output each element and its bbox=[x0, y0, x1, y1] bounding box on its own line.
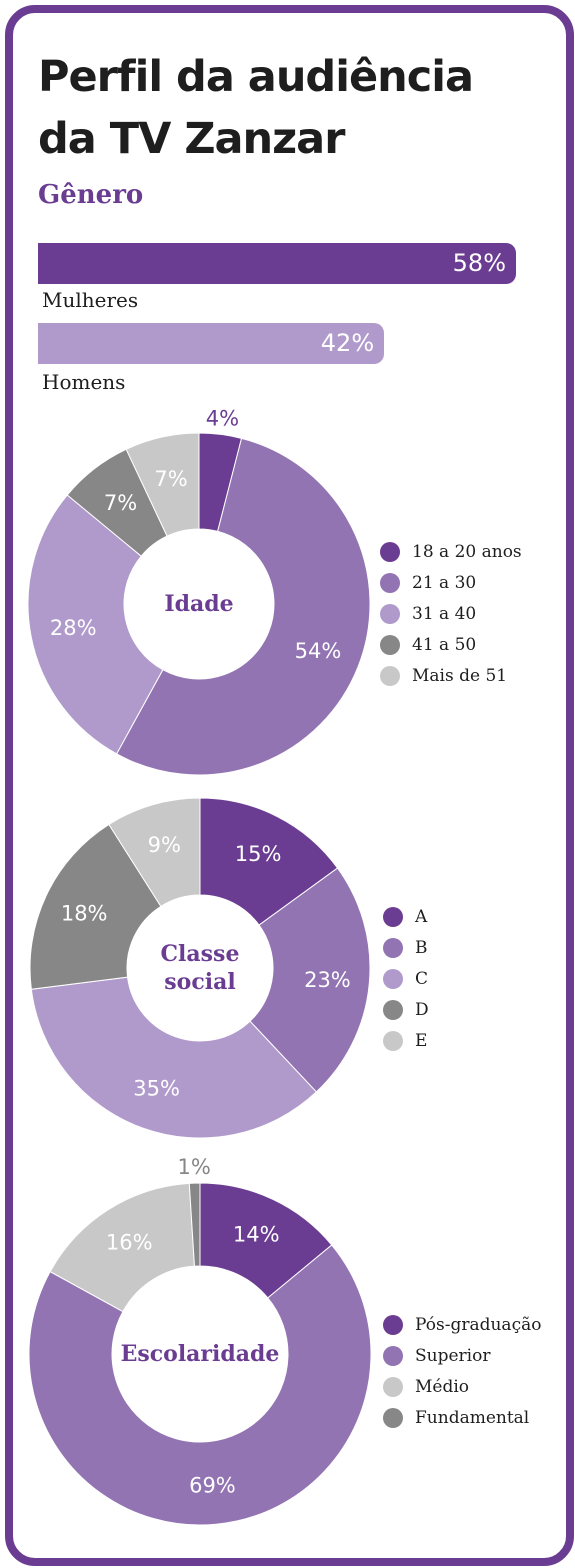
classe-social-slice-c bbox=[30, 976, 318, 1139]
idade-value-label: 7% bbox=[104, 491, 137, 515]
legend-label: Pós-graduação bbox=[415, 1315, 542, 1335]
escolaridade-value-label: 14% bbox=[233, 1223, 280, 1247]
legend-swatch bbox=[383, 969, 403, 989]
classe-social-slice-e bbox=[108, 797, 201, 908]
classe-social-center-title: Classe bbox=[161, 941, 240, 967]
legend-swatch bbox=[383, 907, 403, 927]
legend-swatch bbox=[383, 1377, 403, 1397]
legend-swatch bbox=[383, 1315, 403, 1335]
legend-label: Fundamental bbox=[415, 1408, 530, 1428]
legend-label: C bbox=[415, 969, 429, 989]
age-donut-chart: 4% 54% 28% 7% 7% Idade bbox=[27, 406, 371, 776]
legend-swatch bbox=[380, 604, 400, 624]
idade-center-title: Idade bbox=[164, 591, 233, 617]
idade-value-label: 54% bbox=[295, 639, 342, 663]
legend-swatch bbox=[383, 938, 403, 958]
legend-swatch bbox=[383, 1408, 403, 1428]
legend-swatch bbox=[383, 1346, 403, 1366]
classe-social-slice-d bbox=[29, 823, 162, 990]
bar-women-label: Mulheres bbox=[42, 288, 139, 312]
idade-value-label: 4% bbox=[206, 406, 239, 430]
legend-swatch bbox=[380, 635, 400, 655]
page-title: Perfil da audiência da TV Zanzar bbox=[38, 46, 474, 170]
escolaridade-value-label: 16% bbox=[106, 1231, 153, 1255]
escolaridade-value-label: 1% bbox=[177, 1155, 210, 1179]
classe-social-slice-a bbox=[199, 797, 339, 926]
classe-social-value-label: 18% bbox=[61, 902, 108, 926]
bar-women: 58% bbox=[38, 243, 516, 284]
legend-label: Médio bbox=[415, 1377, 470, 1397]
legend-label: D bbox=[415, 1000, 429, 1020]
legend-label: E bbox=[415, 1031, 428, 1051]
education-donut-chart: 14% 69% 16% 1% Escolaridade bbox=[28, 1155, 372, 1526]
bar-men-label: Homens bbox=[42, 370, 126, 394]
legend-label: 41 a 50 bbox=[412, 635, 477, 655]
legend-swatch bbox=[380, 542, 400, 562]
classe-social-value-label: 9% bbox=[148, 833, 181, 857]
legend-label: A bbox=[415, 907, 428, 927]
idade-slice-21-a-30 bbox=[115, 437, 371, 776]
title-line-1: Perfil da audiência bbox=[38, 52, 474, 102]
legend-swatch bbox=[380, 666, 400, 686]
bar-men: 42% bbox=[38, 323, 385, 364]
idade-value-label: 28% bbox=[50, 616, 97, 640]
escolaridade-value-label: 69% bbox=[189, 1473, 236, 1497]
legend-label: Mais de 51 bbox=[412, 666, 508, 686]
idade-slice-mais-de-51 bbox=[125, 432, 200, 537]
gender-section-title: Gênero bbox=[38, 180, 144, 210]
legend-swatch bbox=[380, 573, 400, 593]
bar-men-value: 42% bbox=[320, 329, 375, 357]
legend-swatch bbox=[383, 1031, 403, 1051]
legend-label: B bbox=[415, 938, 428, 958]
classe-social-value-label: 35% bbox=[133, 1076, 180, 1100]
escolaridade-center-title: Escolaridade bbox=[121, 1341, 280, 1367]
idade-slice-31-a-40 bbox=[27, 494, 164, 755]
bar-women-value: 58% bbox=[452, 249, 506, 277]
escolaridade-slice-superior bbox=[28, 1244, 372, 1526]
title-line-2: da TV Zanzar bbox=[38, 114, 345, 164]
classe-social-center-title: social bbox=[164, 969, 235, 995]
classe-social-value-label: 15% bbox=[235, 842, 282, 866]
legend-label: 31 a 40 bbox=[412, 604, 477, 624]
legend-swatch bbox=[383, 1000, 403, 1020]
legend-label: Superior bbox=[415, 1346, 491, 1366]
legend-label: 21 a 30 bbox=[412, 573, 477, 593]
classe-social-value-label: 23% bbox=[304, 968, 351, 992]
legend-label: 18 a 20 anos bbox=[412, 542, 522, 562]
classe-social-slice-b bbox=[249, 867, 371, 1093]
idade-value-label: 7% bbox=[154, 467, 187, 491]
escolaridade-slice-fundamental bbox=[188, 1182, 201, 1267]
